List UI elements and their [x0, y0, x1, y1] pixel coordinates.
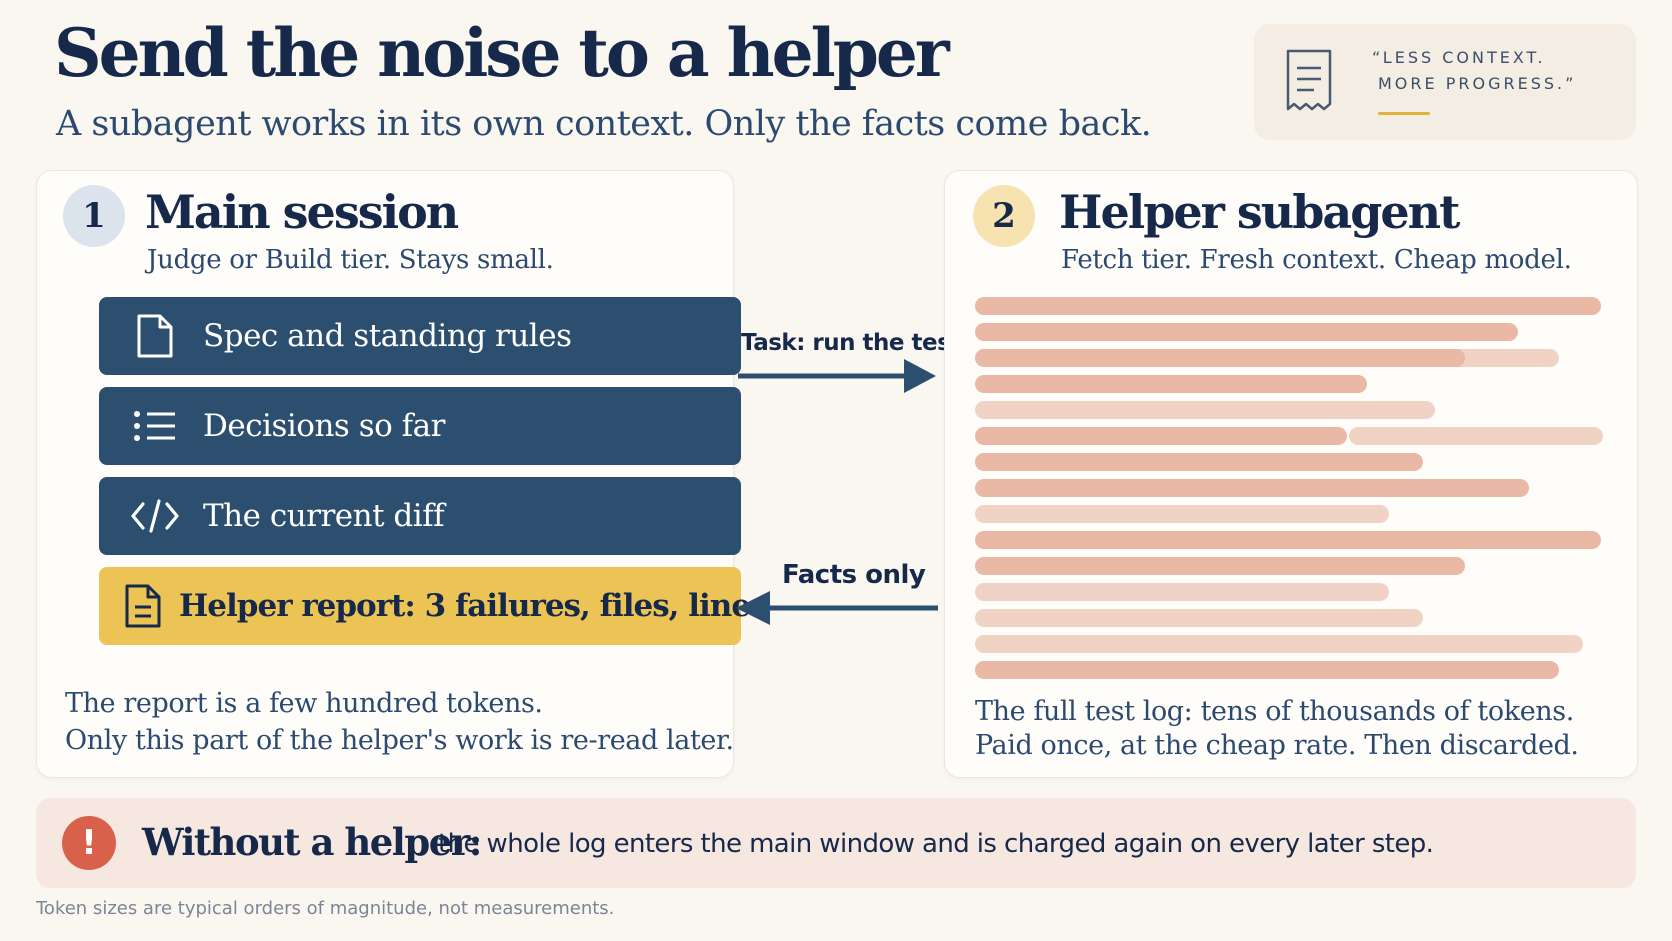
main-session-title: Main session — [145, 185, 459, 239]
log-line — [975, 297, 1601, 315]
main-session-note: The report is a few hundred tokens. Only… — [65, 685, 734, 759]
log-line — [975, 401, 1435, 419]
log-line — [975, 427, 1347, 445]
page-title: Send the noise to a helper — [54, 14, 950, 92]
note-line: Paid once, at the cheap rate. Then disca… — [975, 730, 1579, 761]
log-line — [975, 635, 1583, 653]
step-badge-2: 2 — [973, 185, 1035, 247]
alert-icon: ! — [62, 816, 116, 870]
context-item-label: Spec and standing rules — [203, 318, 572, 354]
context-item-decisions: Decisions so far — [99, 387, 741, 465]
helper-subagent-panel: 2 Helper subagent Fetch tier. Fresh cont… — [944, 170, 1638, 778]
helper-subtitle: Fetch tier. Fresh context. Cheap model. — [1061, 245, 1572, 275]
page-subtitle: A subagent works in its own context. Onl… — [56, 104, 1152, 144]
report-icon — [123, 583, 163, 629]
note-line: The full test log: tens of thousands of … — [975, 696, 1574, 727]
log-line — [975, 479, 1529, 497]
main-session-subtitle: Judge or Build tier. Stays small. — [147, 245, 554, 275]
helper-note: The full test log: tens of thousands of … — [975, 695, 1579, 763]
helper-title: Helper subagent — [1059, 185, 1460, 239]
quote-card: “LESS CONTEXT. MORE PROGRESS.” — [1254, 24, 1636, 140]
log-line — [975, 505, 1389, 523]
warning-banner: ! Without a helper: the whole log enters… — [36, 798, 1636, 888]
arrow-right-icon — [738, 359, 936, 393]
warning-heading: Without a helper: — [142, 820, 482, 864]
log-line — [975, 609, 1423, 627]
log-line — [975, 323, 1518, 341]
note-line: The report is a few hundred tokens. — [65, 688, 543, 719]
context-item-label: Decisions so far — [203, 408, 445, 444]
receipt-icon — [1286, 49, 1332, 111]
main-session-panel: 1 Main session Judge or Build tier. Stay… — [36, 170, 767, 778]
context-item-label: The current diff — [203, 498, 445, 534]
facts-arrow-label: Facts only — [782, 560, 926, 590]
step-badge-1: 1 — [63, 185, 125, 247]
log-line — [975, 349, 1465, 367]
note-line: Only this part of the helper's work is r… — [65, 725, 734, 756]
context-item-label: Helper report: 3 failures, files, lines — [179, 588, 767, 624]
code-icon — [123, 498, 187, 534]
warning-text: the whole log enters the main window and… — [438, 829, 1434, 859]
log-line — [975, 557, 1465, 575]
arrow-left-icon — [736, 591, 938, 625]
context-item-helper-report: Helper report: 3 failures, files, lines — [99, 567, 767, 645]
quote-line-2: MORE PROGRESS.” — [1378, 74, 1577, 93]
document-icon — [123, 313, 187, 359]
log-line — [975, 453, 1423, 471]
log-line — [975, 661, 1559, 679]
context-item-spec: Spec and standing rules — [99, 297, 741, 375]
log-line — [975, 583, 1389, 601]
log-line — [1349, 427, 1603, 445]
context-item-diff: The current diff — [99, 477, 741, 555]
footnote: Token sizes are typical orders of magnit… — [36, 898, 615, 919]
log-line — [975, 375, 1367, 393]
task-arrow-label: Task: run the tests — [741, 330, 974, 356]
quote-underline — [1378, 112, 1430, 115]
quote-line-1: “LESS CONTEXT. — [1372, 48, 1546, 67]
log-line — [975, 531, 1601, 549]
list-icon — [123, 408, 187, 444]
test-log — [975, 297, 1615, 679]
